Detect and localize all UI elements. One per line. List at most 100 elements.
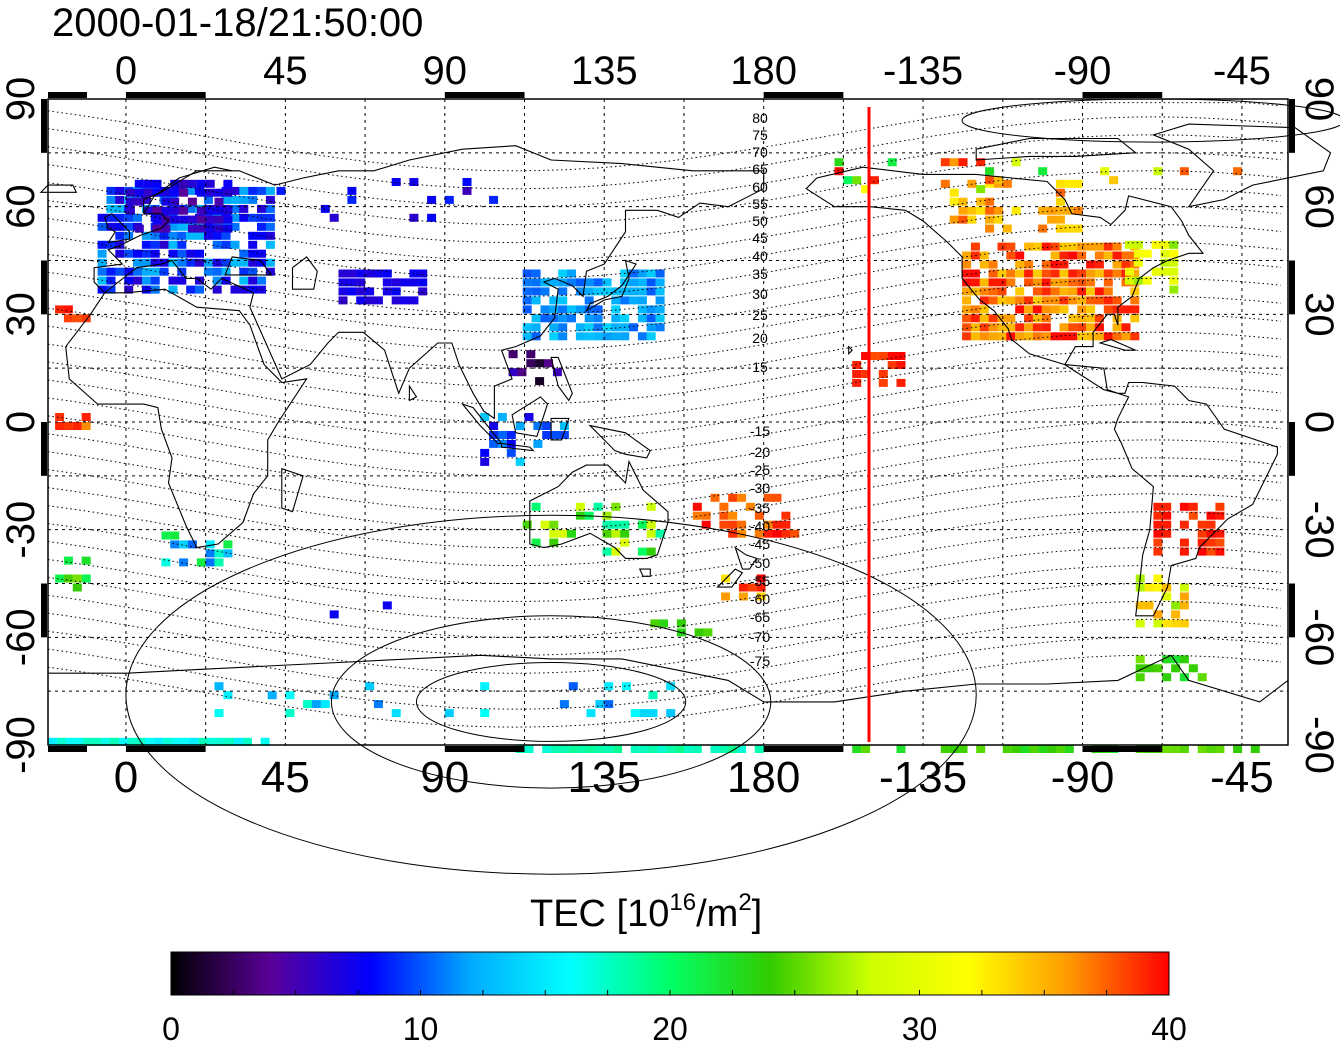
tec-cell xyxy=(620,296,630,305)
magnetic-latitude-contour xyxy=(47,600,1281,674)
tec-cell xyxy=(221,231,231,240)
tec-cell xyxy=(988,269,998,278)
tec-cell xyxy=(1179,655,1189,664)
tec-cell xyxy=(1125,240,1134,249)
tec-cell xyxy=(1006,296,1016,305)
north-america-coast xyxy=(805,166,1205,366)
tec-cell xyxy=(196,179,206,188)
tec-cell xyxy=(170,540,180,549)
tec-cell xyxy=(161,558,171,567)
tec-cell xyxy=(143,206,153,215)
tec-cell xyxy=(179,188,189,197)
tec-cell xyxy=(1094,242,1104,251)
tec-cell xyxy=(549,323,559,332)
tec-cell xyxy=(985,206,995,215)
tec-cell xyxy=(1197,745,1207,753)
tec-cell xyxy=(212,231,222,240)
tec-cell xyxy=(161,224,171,233)
tec-cell xyxy=(1169,249,1179,258)
tec-cell xyxy=(852,370,862,378)
tec-cell xyxy=(55,574,65,583)
lat-lon-grid xyxy=(48,99,1288,745)
tec-cell xyxy=(896,352,906,360)
tec-cell xyxy=(703,628,713,637)
tec-cell xyxy=(620,529,630,538)
tec-cell xyxy=(1112,242,1122,251)
tec-cell xyxy=(1094,287,1104,296)
tec-cell xyxy=(985,215,995,224)
tec-cell xyxy=(1086,278,1096,287)
tec-cell xyxy=(747,583,757,592)
tec-cell xyxy=(106,204,116,213)
tec-cell xyxy=(790,529,800,538)
tec-cell xyxy=(1179,619,1189,628)
tec-cell xyxy=(970,332,980,341)
tasmania-coast xyxy=(638,568,651,577)
tec-cell xyxy=(861,370,871,378)
tec-cell xyxy=(1197,547,1207,556)
tec-cell xyxy=(223,179,233,188)
tec-cell xyxy=(55,305,65,314)
tec-cell xyxy=(1121,332,1131,341)
tec-cell xyxy=(1197,529,1207,538)
tec-cell xyxy=(962,323,972,332)
tec-cell xyxy=(214,224,224,233)
tec-cell xyxy=(1006,278,1016,287)
map-frame xyxy=(47,98,1289,746)
magnetic-latitude-label: 30 xyxy=(752,286,768,302)
tec-cell xyxy=(1068,269,1078,278)
lat-tick-left: -30 xyxy=(0,501,43,559)
lat-tick-left: -90 xyxy=(0,716,43,774)
tec-cell xyxy=(611,296,621,305)
tec-cell xyxy=(997,278,1007,287)
tec-cell xyxy=(1020,745,1030,753)
tec-cell xyxy=(248,249,258,258)
tec-cell xyxy=(480,709,490,718)
tec-cell xyxy=(265,195,275,204)
tec-cell xyxy=(1162,511,1172,520)
tec-cell xyxy=(1215,745,1225,753)
tec-cell xyxy=(230,285,240,294)
tec-cell xyxy=(1153,167,1163,176)
tec-cell xyxy=(106,240,116,249)
tec-cell xyxy=(728,493,738,502)
tec-cell xyxy=(1130,269,1140,278)
tec-cell xyxy=(83,737,93,746)
tec-cell xyxy=(391,178,401,186)
tec-cell xyxy=(1015,305,1025,314)
tec-cell xyxy=(285,691,295,700)
tec-cell xyxy=(1068,314,1078,323)
tec-cell xyxy=(203,231,213,240)
tec-cell xyxy=(214,206,224,215)
tec-cell xyxy=(1050,296,1060,305)
tec-cell xyxy=(976,206,986,215)
tec-cell xyxy=(772,520,782,529)
tec-cell xyxy=(239,258,249,267)
tec-cell xyxy=(1179,502,1189,511)
tec-cell xyxy=(141,240,151,249)
tec-cell xyxy=(940,745,950,753)
tec-cell xyxy=(115,249,125,258)
tec-cell xyxy=(234,737,243,746)
tec-cell xyxy=(595,700,605,709)
black-sea-coast xyxy=(224,256,273,276)
tec-cell xyxy=(522,332,532,341)
tec-cell xyxy=(549,332,559,341)
tec-cell xyxy=(106,213,116,222)
tec-cell xyxy=(161,215,171,224)
tec-cell xyxy=(168,276,178,285)
lon-tick-bottom: 0 xyxy=(114,753,138,802)
tec-cell xyxy=(1024,296,1034,305)
tec-cell xyxy=(675,745,685,753)
tec-cell xyxy=(1215,538,1225,547)
tec-cell xyxy=(559,422,569,430)
tec-cell xyxy=(531,332,541,341)
tec-cell xyxy=(611,520,621,529)
tec-cell xyxy=(115,195,125,204)
tec-cell xyxy=(106,267,116,276)
tec-cell xyxy=(409,278,419,287)
tec-cell xyxy=(666,682,676,691)
tec-cell xyxy=(1144,664,1154,673)
tec-cell xyxy=(549,296,559,305)
tec-cell xyxy=(1086,260,1096,269)
